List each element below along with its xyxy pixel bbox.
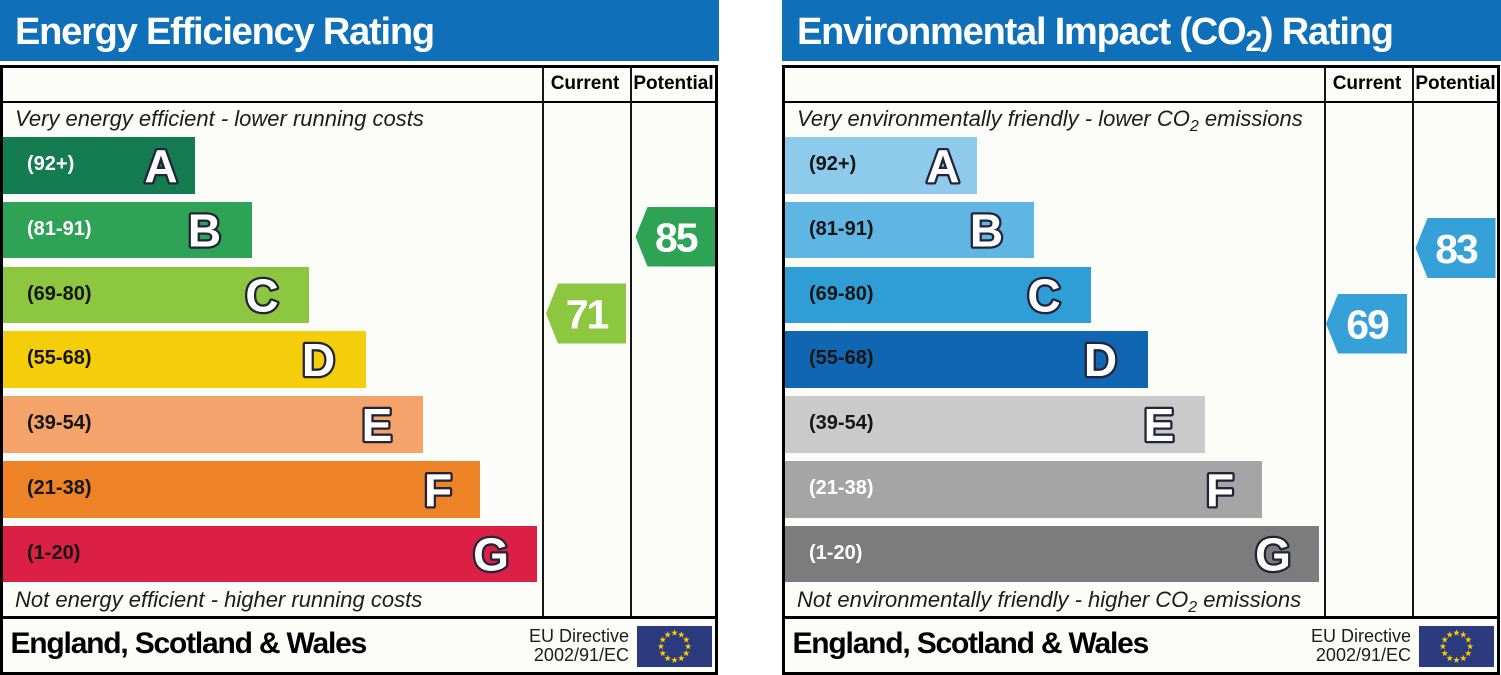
svg-text:C: C <box>1027 270 1060 322</box>
svg-text:D: D <box>1084 334 1117 386</box>
svg-text:G: G <box>1255 529 1291 581</box>
svg-text:85: 85 <box>655 215 698 261</box>
svg-text:E: E <box>362 399 393 451</box>
svg-text:A: A <box>926 140 959 192</box>
svg-text:B: B <box>188 205 221 257</box>
svg-text:A: A <box>144 140 177 192</box>
svg-text:G: G <box>473 529 509 581</box>
svg-text:C: C <box>245 270 278 322</box>
svg-text:B: B <box>970 205 1003 257</box>
svg-text:F: F <box>424 464 452 516</box>
svg-text:83: 83 <box>1435 226 1478 272</box>
svg-text:D: D <box>302 334 335 386</box>
svg-text:69: 69 <box>1346 302 1389 348</box>
svg-text:71: 71 <box>566 291 609 337</box>
svg-text:F: F <box>1206 464 1234 516</box>
svg-text:E: E <box>1144 399 1175 451</box>
